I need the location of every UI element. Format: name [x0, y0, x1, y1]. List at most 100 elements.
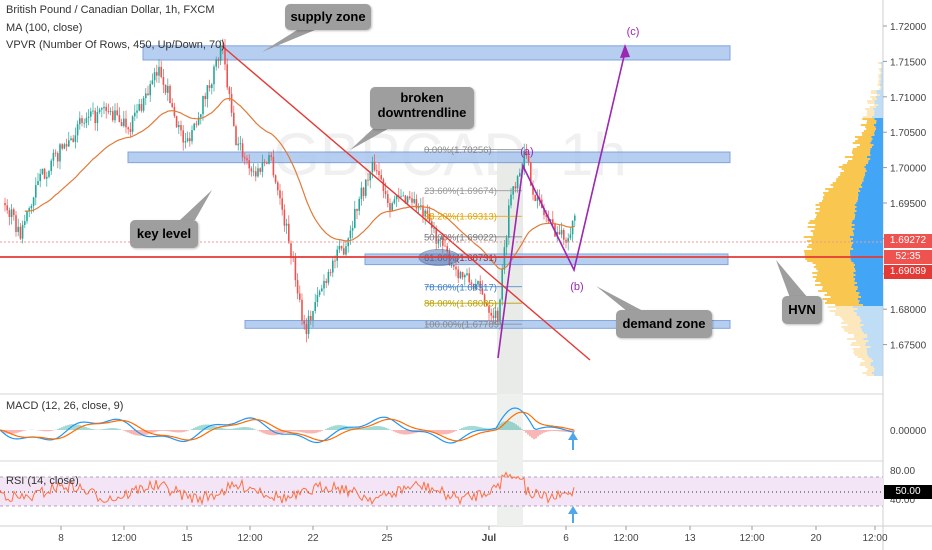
candle-body [323, 280, 325, 289]
vp-bar-down [855, 290, 883, 292]
macd-histogram-bar [73, 424, 75, 430]
macd-histogram-bar [407, 430, 409, 435]
vp-bar-down [879, 94, 883, 96]
vp-bar-up [829, 310, 854, 312]
vp-bar-up [843, 320, 862, 322]
candle-body [125, 118, 127, 128]
vp-bar-down [871, 140, 883, 142]
hvn-price-tag: 1.69089 [884, 265, 932, 279]
macd-histogram-bar [187, 430, 189, 431]
vp-bar-down [855, 214, 883, 216]
price-label: 1.67500 [890, 341, 927, 352]
vp-bar-up [865, 126, 876, 128]
rsi-legend[interactable]: RSI (14, close) [6, 475, 79, 487]
macd-histogram-bar [259, 430, 261, 432]
candle-body [446, 246, 448, 252]
candle-body [329, 272, 332, 273]
vp-bar-down [857, 298, 883, 300]
candle-body [455, 266, 457, 270]
candle-body [459, 272, 462, 279]
macd-histogram-bar [435, 430, 437, 434]
vp-bar-up [861, 358, 872, 360]
demand-zone-callout[interactable]: demand zone [616, 310, 712, 338]
vp-bar-down [853, 248, 883, 250]
broken-downtrendline-callout[interactable]: broken downtrendline [370, 87, 474, 129]
candle-body [384, 190, 387, 195]
vp-bar-down [871, 146, 883, 148]
candle-body [74, 135, 77, 142]
time-label: 12:00 [739, 533, 764, 544]
vp-bar-down [871, 116, 883, 118]
fibonacci-retracement[interactable]: 0.00%(1.70256) 23.60%(1.69674) 38.20%(1.69… [418, 145, 522, 331]
macd-histogram-bar [131, 430, 133, 435]
macd-histogram-bar [365, 427, 367, 430]
candle-body [112, 111, 114, 121]
symbol-legend[interactable]: British Pound / Canadian Dollar, 1h, FXC… [6, 4, 215, 16]
candle-body [169, 85, 171, 104]
macd-histogram-bar [235, 428, 237, 430]
macd-histogram-bar [449, 430, 451, 434]
candle-body [288, 223, 290, 244]
vp-bar-up [877, 84, 881, 86]
vp-bar-up [844, 330, 862, 332]
macd-histogram-bar [483, 427, 485, 430]
candle-body [118, 115, 121, 123]
time-label: 15 [181, 533, 193, 544]
vp-bar-down [874, 118, 883, 120]
macd-histogram-bar [171, 430, 173, 432]
macd-histogram-bar [553, 430, 555, 431]
candle-body [241, 143, 244, 158]
macd-histogram-bar [17, 430, 19, 433]
candle-body [365, 179, 367, 196]
candle-body [569, 234, 572, 239]
candle-body [354, 208, 356, 228]
vp-bar-up [859, 364, 871, 366]
vp-bar-down [874, 100, 883, 102]
vp-bar-down [874, 112, 883, 114]
macd-histogram-bar [223, 428, 225, 430]
vp-bar-up [834, 314, 857, 316]
vp-bar-up [866, 370, 874, 372]
last-price-tag: 1.69272 [884, 234, 932, 248]
drawings[interactable]: (a) (b) (c) [0, 26, 883, 361]
supply-zone [142, 45, 731, 61]
macd-histogram-bar [405, 430, 407, 435]
macd-histogram-bar [549, 430, 551, 432]
macd-histogram-bar [373, 426, 375, 430]
macd-histogram-bar [51, 430, 53, 431]
candle-body [30, 205, 33, 209]
vp-bar-down [876, 122, 883, 124]
vp-bar-up [878, 82, 881, 84]
candle-body [48, 171, 50, 177]
vp-bar-up [808, 222, 852, 224]
supply-zone-callout[interactable]: supply zone [285, 4, 371, 30]
macd-histogram-bar [237, 427, 239, 430]
macd-histogram-bar [547, 430, 549, 432]
candle-body [362, 187, 365, 196]
candle-body [332, 260, 334, 273]
macd-histogram-bar [315, 430, 317, 433]
candle-body [497, 310, 499, 322]
candle-body [358, 198, 360, 211]
ma-legend[interactable]: MA (100, close) [6, 22, 83, 34]
macd-histogram-bar [273, 430, 275, 436]
candle-body [316, 295, 319, 303]
candle-body [160, 66, 162, 78]
vp-bar-down [852, 306, 883, 308]
vpvr-legend[interactable]: VPVR (Number Of Rows, 450, Up/Down, 70) [6, 39, 225, 51]
hvn-callout[interactable]: HVN [782, 296, 822, 324]
candle-body [406, 196, 409, 204]
vp-bar-down [870, 142, 883, 144]
macd-histogram-bar [105, 428, 107, 430]
wave-arrowhead [620, 44, 630, 58]
vp-bar-up [866, 374, 874, 376]
vp-bar-up [867, 100, 875, 102]
vp-bar-down [851, 222, 883, 224]
key-level-callout[interactable]: key level [130, 220, 198, 248]
rsi-arrowhead [568, 506, 578, 514]
macd-legend[interactable]: MACD (12, 26, close, 9) [6, 400, 124, 412]
price-label: 1.68000 [890, 305, 927, 316]
candle-body [351, 227, 354, 231]
vp-bar-up [878, 76, 881, 78]
